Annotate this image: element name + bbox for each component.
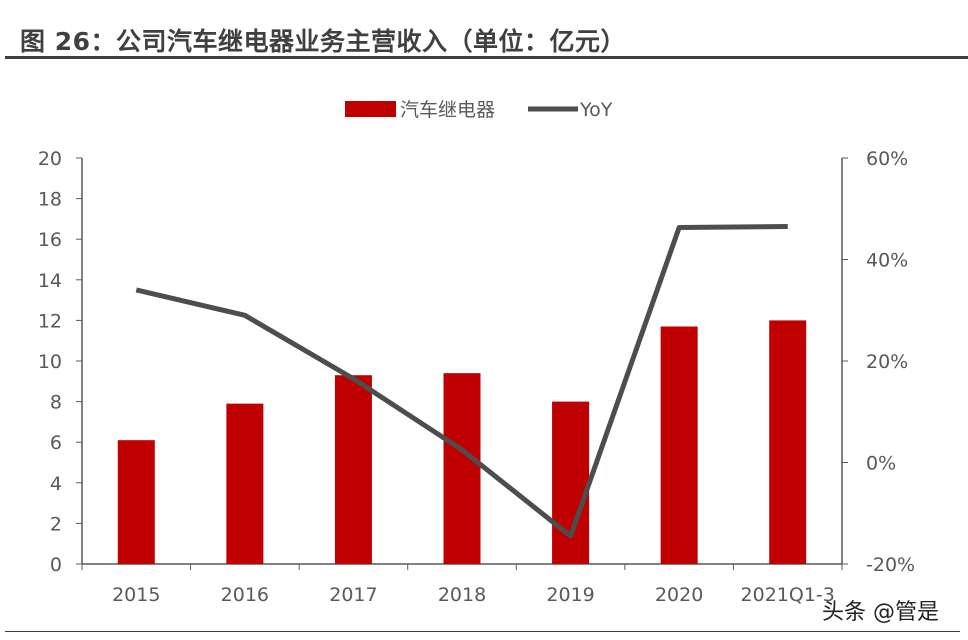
left-tick-label: 12 [38, 310, 62, 332]
left-tick-label: 20 [38, 148, 62, 170]
right-tick-label: 20% [866, 351, 908, 373]
bar-2015 [117, 440, 155, 564]
bar-2018 [443, 373, 481, 564]
bottom-rule [5, 631, 960, 632]
bar-2016 [226, 403, 264, 564]
title-rule [5, 56, 968, 59]
left-tick-label: 18 [38, 189, 62, 211]
bar-2019 [552, 401, 590, 564]
bar-2021Q1-3 [769, 320, 807, 564]
x-tick-label: 2016 [221, 584, 269, 606]
bar-2017 [334, 375, 372, 564]
left-tick-label: 10 [38, 351, 62, 373]
right-tick-label: 60% [866, 148, 908, 170]
watermark: 头条 @管是 [822, 600, 939, 625]
bar-2020 [660, 326, 698, 564]
legend-swatch-bar [345, 101, 396, 117]
legend-label-line: YoY [579, 99, 613, 121]
right-tick-label: 0% [866, 453, 896, 475]
left-tick-label: 4 [50, 473, 62, 495]
x-tick-label: 2021Q1-3 [741, 584, 835, 606]
x-tick-label: 2020 [655, 584, 703, 606]
right-tick-label: 40% [866, 250, 908, 272]
left-tick-label: 16 [38, 229, 62, 251]
legend-label-bar: 汽车继电器 [400, 99, 495, 121]
x-tick-label: 2015 [112, 584, 160, 606]
left-tick-label: 2 [50, 513, 62, 535]
x-tick-label: 2019 [546, 584, 594, 606]
left-tick-label: 0 [50, 554, 62, 576]
right-tick-label: -20% [866, 554, 915, 576]
figure-title: 图 26：公司汽车继电器业务主营收入（单位：亿元） [20, 27, 626, 56]
left-tick-label: 6 [50, 432, 62, 454]
left-tick-label: 14 [38, 270, 62, 292]
x-tick-label: 2018 [438, 584, 486, 606]
left-tick-label: 8 [50, 392, 62, 414]
x-tick-label: 2017 [329, 584, 377, 606]
